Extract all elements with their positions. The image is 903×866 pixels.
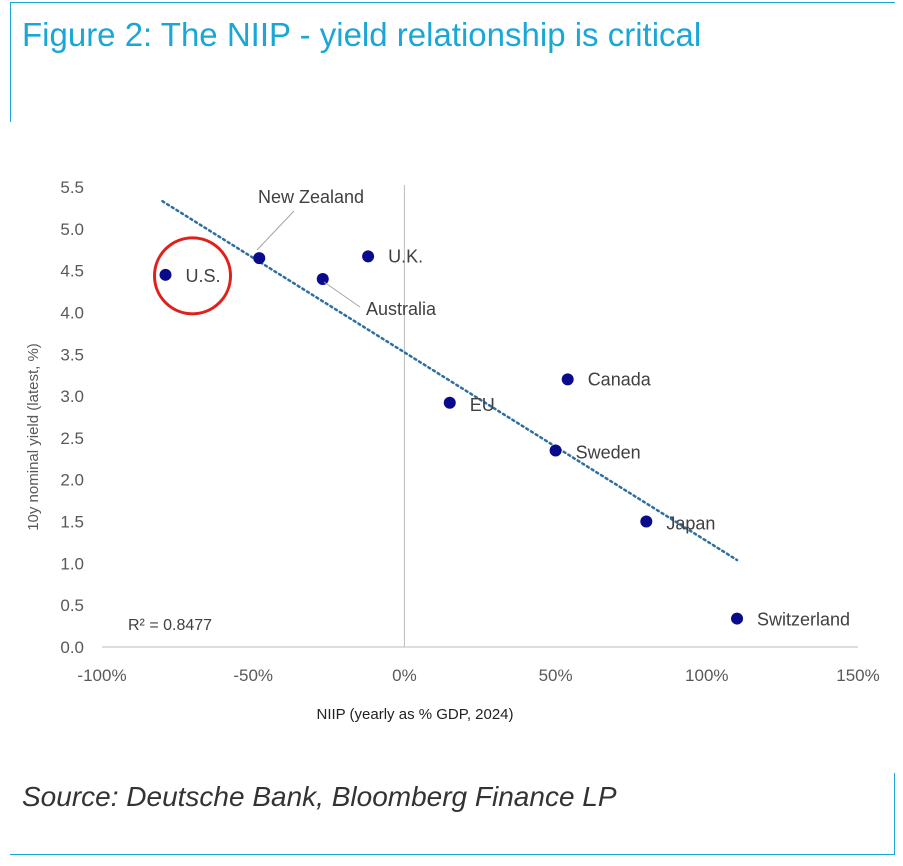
x-tick-label: -50% [233,666,273,685]
x-tick-label: 0% [392,666,417,685]
leader-line-new-zealand [256,210,295,251]
frame-top-border [10,2,895,3]
data-point-eu [443,396,456,409]
x-tick-label: -100% [77,666,126,685]
data-label-switzerland: Switzerland [757,610,850,630]
y-tick-label: 2.0 [60,471,84,490]
r-squared-annotation: R² = 0.8477 [128,617,212,634]
y-tick-label: 4.5 [60,262,84,281]
data-label-canada: Canada [588,369,652,389]
y-tick-label: 2.5 [60,429,84,448]
y-tick-label: 3.5 [60,345,84,364]
y-tick-label: 5.0 [60,220,84,239]
trendline [161,199,739,562]
highlight-circle [153,236,233,316]
data-point-australia [316,273,329,285]
data-point-canada [561,373,574,386]
y-tick-label: 1.5 [60,513,84,532]
y-tick-label: 0.0 [60,638,84,657]
data-point-sweden [549,444,562,457]
figure-title: Figure 2: The NIIP - yield relationship … [22,16,702,53]
data-label-eu: EU [470,395,495,415]
x-tick-label: 100% [685,666,728,685]
x-tick-label: 50% [539,666,573,685]
y-tick-label: 4.0 [60,303,84,322]
data-label-japan: Japan [666,514,715,534]
plot-area: 0.0 0.5 1.0 1.5 2.0 2.5 3.0 3.5 4.0 4.5 5.0 5.5 -100… [25,178,880,723]
data-label-new-zealand: New Zealand [258,187,364,207]
leader-line-australia [323,281,361,308]
data-label-sweden: Sweden [576,442,641,462]
frame-right-border [894,773,895,854]
data-point-new-zealand [253,252,266,265]
data-point-switzerland [731,612,744,625]
frame-left-border [10,2,11,122]
y-axis-title: 10y nominal yield (latest, %) [25,343,42,531]
x-axis-title: NIIP (yearly as % GDP, 2024) [316,706,513,723]
frame-bottom-border [10,854,895,855]
data-point-u-k [362,250,375,263]
x-tick-label: 150% [836,666,879,685]
y-tick-label: 1.0 [60,554,84,573]
data-label-australia: Australia [366,299,437,319]
y-tick-label: 0.5 [60,596,84,615]
y-tick-label: 3.0 [60,387,84,406]
figure-source: Source: Deutsche Bank, Bloomberg Finance… [22,781,617,812]
y-tick-label: 5.5 [60,178,84,197]
data-label-u-s: U.S. [186,266,221,286]
data-point-japan [640,515,653,528]
scatter-chart: 0.0 0.5 1.0 1.5 2.0 2.5 3.0 3.5 4.0 4.5 5.0 5.5 -100… [25,178,880,723]
data-label-u-k: U.K. [388,246,423,266]
data-point-u-s [159,268,172,281]
